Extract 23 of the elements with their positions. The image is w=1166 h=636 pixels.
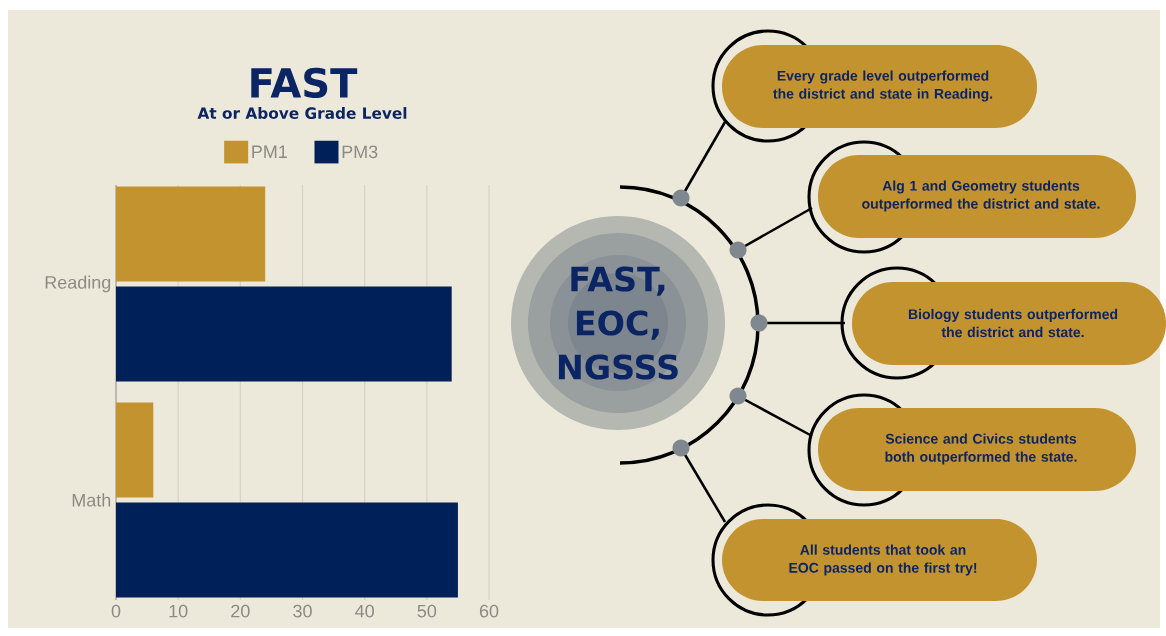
legend-label: PM3 <box>342 145 378 159</box>
y-tick-label: Reading <box>45 275 111 293</box>
bar <box>116 286 452 382</box>
chart-subtitle: At or Above Grade Level <box>197 107 407 119</box>
text: Science and Civics students both outperformed the state. <box>885 433 1077 465</box>
x-tick-label: 20 <box>231 604 250 618</box>
chart-title: FAST <box>251 67 358 98</box>
x-tick-label: 50 <box>417 604 437 618</box>
bar <box>116 186 266 282</box>
x-tick-label: 10 <box>169 604 188 618</box>
legend-label: PM1 <box>252 145 287 158</box>
bar <box>116 402 154 498</box>
x-tick-label: 40 <box>355 604 374 618</box>
x-tick-label: 60 <box>479 604 499 618</box>
x-tick-label: 30 <box>293 604 312 618</box>
x-tick-label: 0 <box>111 604 121 618</box>
text: FAST, EOC, NGSSS <box>558 266 678 380</box>
text: All students that took an EOC passed on the first try! <box>789 544 977 576</box>
text: Biology students outperformed the district and state. <box>908 308 1118 338</box>
text: Alg 1 and Geometry students outperformed the district and state. <box>862 180 1100 212</box>
text: Every grade level outperformed the district and state in Reading. <box>773 70 993 102</box>
bar <box>116 502 458 598</box>
y-tick-label: Math <box>72 493 111 507</box>
